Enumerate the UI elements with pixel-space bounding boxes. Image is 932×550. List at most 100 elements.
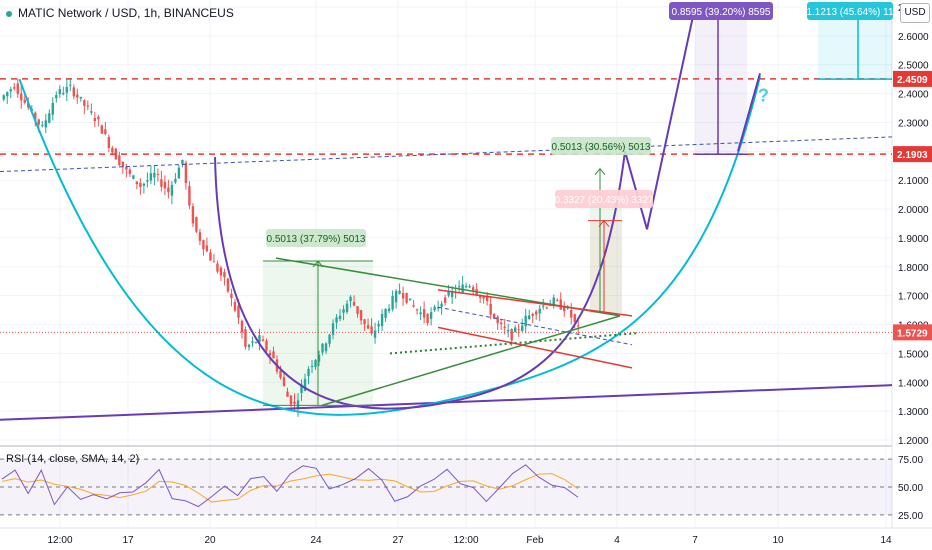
rsi-legend: RSI (14, close, SMA, 14, 2) [6,453,140,465]
candle-body [69,84,72,86]
candle-body [538,308,541,314]
candle-body [328,334,331,344]
candle-body [447,291,450,296]
candle-body [289,395,293,405]
candle-body [2,95,5,100]
price-level-tag [893,70,932,87]
candle-body [125,166,128,170]
candle-body [293,401,296,404]
status-dot-icon [6,10,12,17]
price-tick-label: 2.5000 [898,61,929,72]
price-axis[interactable]: 2.70002.60002.50002.40002.30002.20002.10… [893,3,932,447]
candle-body [352,301,356,306]
candle-body [100,125,104,134]
rsi-ma-line [1,473,579,503]
measure-label: 0.8595 (39.20%) 8595 [672,7,771,18]
candle-body [216,263,219,272]
candle-body [58,89,61,95]
triangle-pattern [275,257,621,407]
candle-body [303,378,307,391]
candle-body [342,309,345,313]
time-tick-label: 17 [122,535,134,546]
candle-body [373,330,377,338]
candle-body [391,295,394,310]
time-tick-label: 12:00 [47,535,72,546]
candle-body [489,303,492,315]
last-price-tag-label: 1.5729 [897,328,928,339]
candle-body [468,286,471,288]
candle-body [156,174,160,176]
candle-body [41,124,44,126]
candle-body [478,295,482,298]
candle-body [90,111,93,113]
price-tick-label: 1.2000 [898,436,929,447]
candle-body [556,300,559,302]
candle-body [359,310,363,321]
candle-body [499,322,503,325]
time-tick-label: 20 [204,535,216,546]
candle-body [62,92,65,95]
drawings: 0.5013 (37.79%) 5013 0.5013 (30.56%) 5013… [0,2,894,421]
candle-body [457,286,461,288]
candle-body [272,351,275,359]
annotation-question: ? [758,86,769,106]
price-level-tag-label: 2.1903 [897,150,928,161]
candle-body [419,312,422,315]
candle-body [86,105,90,107]
currency-badge[interactable]: USD [900,3,930,23]
drawings-back [263,7,892,406]
candle-body [296,400,300,409]
price-tick-label: 2.6000 [898,32,929,43]
candle-body [521,325,524,331]
candle-body [384,308,387,318]
candle-body [338,315,342,320]
candle-body [128,169,132,174]
measure-box [590,206,622,313]
candle-body [247,344,251,348]
candle-body [577,325,580,327]
measure-label-box [551,137,651,155]
candle-body [76,94,79,98]
candle-body [524,315,527,327]
measure-label-box [555,190,653,208]
time-axis[interactable]: 12:00 17 20 24 27 12:00 Feb 4 7 10 14 [47,535,892,546]
candle-body [552,297,555,306]
candle-body [37,119,40,125]
time-tick-label: Feb [526,535,544,546]
chart-title-text: MATIC Network / USD, 1h, BINANCEUS [18,6,234,20]
channel-lower [437,326,633,369]
candle-body [405,292,408,303]
candle-body [401,293,405,299]
candle-body [51,103,54,115]
candle-body [380,314,384,326]
price-tick-label: 1.4000 [898,378,929,389]
candle-body [251,341,254,343]
dotted-trend [389,332,637,355]
candle-body [356,306,359,314]
candle-body [163,181,167,189]
price-tick-label: 1.7000 [898,292,929,303]
candle-body [230,293,233,299]
candle-body [436,307,440,309]
candle-body [496,316,499,324]
measure-arrow-red-head [598,219,610,227]
time-tick-label: 12:00 [453,535,478,546]
candle-body [79,96,83,99]
time-tick-label: 14 [880,535,892,546]
price-level-tag [893,146,932,163]
dashed-trendline [0,136,893,173]
measure-label: 0.5013 (37.79%) 5013 [267,234,366,245]
dashed-mid [437,306,633,346]
purple-curve [214,6,696,410]
candle-body [261,339,265,341]
measure-arrow-head [594,167,606,175]
candle-body [335,317,338,323]
candle-body [433,306,436,311]
candle-body [485,295,489,302]
candle-body [244,329,247,347]
candle-body [202,240,205,250]
candle-body [177,167,181,179]
price-tick-label: 2.3000 [898,118,929,129]
candle-body [506,329,510,332]
